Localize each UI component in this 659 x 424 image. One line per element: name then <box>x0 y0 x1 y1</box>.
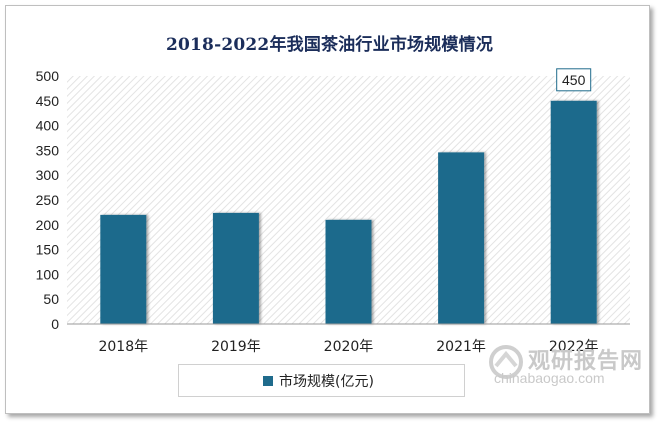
data-label-box <box>556 68 592 92</box>
y-tick-label: 500 <box>36 68 60 84</box>
bar-2018年 <box>100 214 147 324</box>
watermark-logo-icon <box>489 345 523 379</box>
y-tick-label: 0 <box>51 316 59 332</box>
bar-2020年 <box>325 219 372 324</box>
legend-swatch <box>263 376 273 386</box>
watermark-text-en: chinabaogao.com <box>494 370 605 386</box>
y-tick-label: 400 <box>36 118 60 134</box>
data-label: 450 <box>562 72 586 88</box>
legend-label: 市场规模(亿元) <box>279 374 374 390</box>
y-tick-label: 200 <box>36 217 60 233</box>
x-tick-label: 2018年 <box>98 339 148 355</box>
x-tick-label: 2019年 <box>211 339 261 355</box>
y-tick-label: 150 <box>36 242 60 258</box>
watermark-text-cn: 观研报告网 <box>528 349 644 374</box>
bar-2021年 <box>438 152 485 324</box>
x-tick-label: 2021年 <box>436 339 486 355</box>
legend: 市场规模(亿元) <box>178 364 465 397</box>
bar-2022年 <box>550 100 597 324</box>
x-tick-label: 2022年 <box>549 339 599 355</box>
y-tick-label: 350 <box>36 142 60 158</box>
y-tick-label: 300 <box>36 167 60 183</box>
bar-2019年 <box>212 212 259 324</box>
y-tick-label: 250 <box>36 192 60 208</box>
chart-title: 2018-2022年我国茶油行业市场规模情况 <box>165 35 494 55</box>
x-tick-label: 2020年 <box>324 339 374 355</box>
y-tick-label: 450 <box>36 93 60 109</box>
watermark: 观研报告网 chinabaogao.com <box>474 340 644 392</box>
y-tick-label: 50 <box>43 291 59 307</box>
y-tick-label: 100 <box>36 266 60 282</box>
